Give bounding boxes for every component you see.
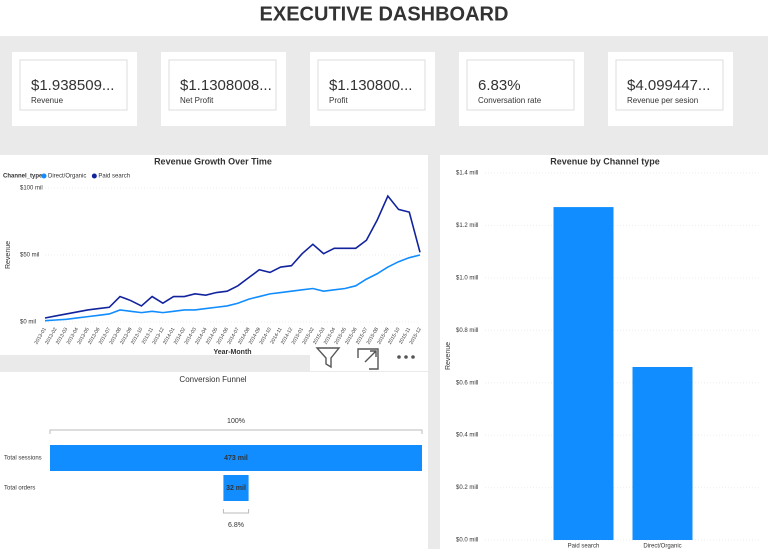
category-label: Total orders [4, 486, 35, 492]
kpi-label: Revenue per sesion [627, 96, 698, 105]
more-icon[interactable] [397, 355, 415, 359]
kpi-label: Net Profit [180, 96, 214, 105]
kpi-card [466, 59, 575, 111]
bracket [49, 429, 423, 434]
chart-title: Conversion Funnel [179, 375, 246, 384]
bar [553, 207, 614, 541]
toolbar [310, 343, 428, 371]
line-series [44, 194, 421, 319]
funnel-bar [223, 475, 249, 501]
legend-title: Channel_type [3, 174, 43, 180]
filter-icon[interactable] [315, 347, 341, 369]
category-label: Total sessions [4, 456, 42, 462]
bar [632, 366, 693, 540]
bracket [222, 509, 250, 514]
kpi-card [615, 59, 724, 111]
x-tick-label: Direct/Organic [643, 544, 681, 549]
y-tick-label: $50 mil [20, 253, 39, 259]
kpi-value: $1.938509... [31, 77, 114, 94]
kpi-card [19, 59, 128, 111]
x-tick-label: Paid search [568, 544, 600, 549]
y-tick-label: $1.0 mill [456, 275, 478, 281]
percent-label: 6.8% [228, 522, 244, 529]
kpi-value: $1.1308008... [180, 77, 272, 94]
y-tick-label: $1.2 mill [456, 223, 478, 229]
kpi-card [317, 59, 426, 111]
legend-marker [91, 173, 97, 179]
y-tick-label: $1.4 mill [456, 171, 478, 177]
y-tick-label: $100 mil [20, 186, 43, 192]
legend-label: Direct/Organic [48, 174, 86, 180]
value-label: 473 mil [224, 455, 248, 462]
y-axis-title: Revenue [5, 241, 12, 269]
legend-marker [41, 173, 47, 179]
y-tick-label: $0.2 mill [456, 485, 478, 491]
y-tick-label: $0 mil [20, 320, 36, 326]
focus-icon[interactable] [357, 348, 379, 370]
chart-title: Revenue Growth Over Time [154, 156, 272, 166]
kpi-label: Profit [329, 96, 348, 105]
y-tick-label: $0.6 mill [456, 380, 478, 386]
y-tick-label: $0.0 mill [456, 538, 478, 544]
y-axis-title: Revenue [445, 342, 452, 370]
chart-title: Revenue by Channel type [550, 156, 660, 166]
kpi-card [168, 59, 277, 111]
funnel-bar [50, 445, 422, 471]
y-tick-label: $0.4 mill [456, 433, 478, 439]
kpi-value: $4.099447... [627, 77, 710, 94]
y-tick-label: $0.8 mill [456, 328, 478, 334]
line-series [44, 254, 421, 322]
percent-label: 100% [227, 418, 245, 425]
x-axis-title: Year-Month [213, 349, 251, 356]
page-title: EXECUTIVE DASHBOARD [260, 3, 509, 25]
kpi-value: $1.130800... [329, 77, 412, 94]
kpi-label: Revenue [31, 96, 64, 105]
value-label: 32 mil [226, 485, 246, 492]
kpi-label: Conversation rate [478, 96, 542, 105]
visual-header [310, 343, 428, 371]
legend-label: Paid search [98, 174, 130, 180]
kpi-value: 6.83% [478, 77, 521, 94]
